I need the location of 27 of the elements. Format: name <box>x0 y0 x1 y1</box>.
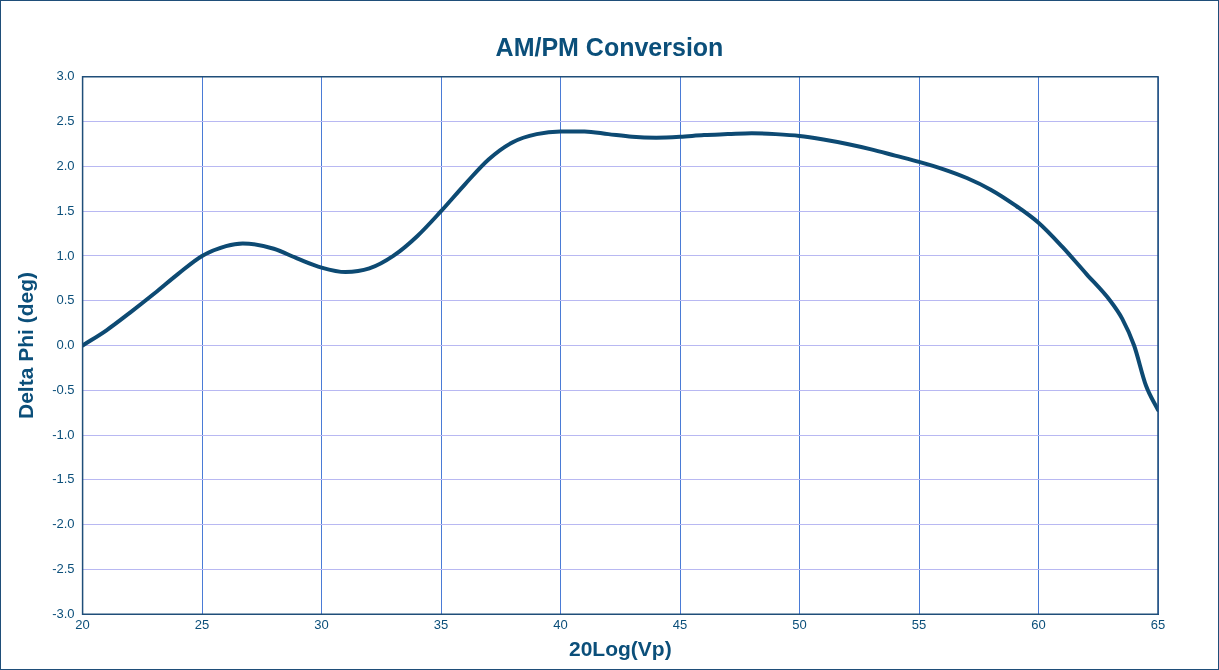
y-tick-label: -2.5 <box>52 560 75 576</box>
x-axis-title: 20Log(Vp) <box>568 637 672 661</box>
y-tick-label: 2.5 <box>56 113 75 129</box>
x-tick-label: 65 <box>1150 616 1166 632</box>
x-tick-label: 35 <box>433 616 449 632</box>
x-tick-label: 45 <box>672 616 688 632</box>
y-tick-label: 3.0 <box>56 68 75 84</box>
y-tick-label: -0.5 <box>52 381 75 397</box>
y-tick-label: -3.0 <box>52 605 75 621</box>
x-tick-label: 60 <box>1031 616 1046 632</box>
x-tick-label: 55 <box>911 616 927 632</box>
y-tick-label: 2.0 <box>56 157 75 173</box>
y-tick-label: -2.0 <box>52 516 75 532</box>
x-tick-label: 20 <box>75 616 90 632</box>
chart-title: AM/PM Conversion <box>494 33 725 62</box>
y-tick-label: 1.0 <box>56 247 75 263</box>
y-axis-title: Delta Phi (deg) <box>14 271 38 420</box>
x-tick-label: 25 <box>194 616 210 632</box>
y-tick-label: 0.5 <box>56 292 75 308</box>
y-tick-label: 1.5 <box>56 202 75 218</box>
line-series <box>82 129 1158 412</box>
x-tick-label: 40 <box>553 616 568 632</box>
x-tick-label: 50 <box>792 616 807 632</box>
y-tick-label: 0.0 <box>56 337 75 353</box>
y-tick-label: -1.0 <box>52 426 75 442</box>
x-tick-label: 30 <box>314 616 329 632</box>
y-tick-label: -1.5 <box>52 471 75 487</box>
